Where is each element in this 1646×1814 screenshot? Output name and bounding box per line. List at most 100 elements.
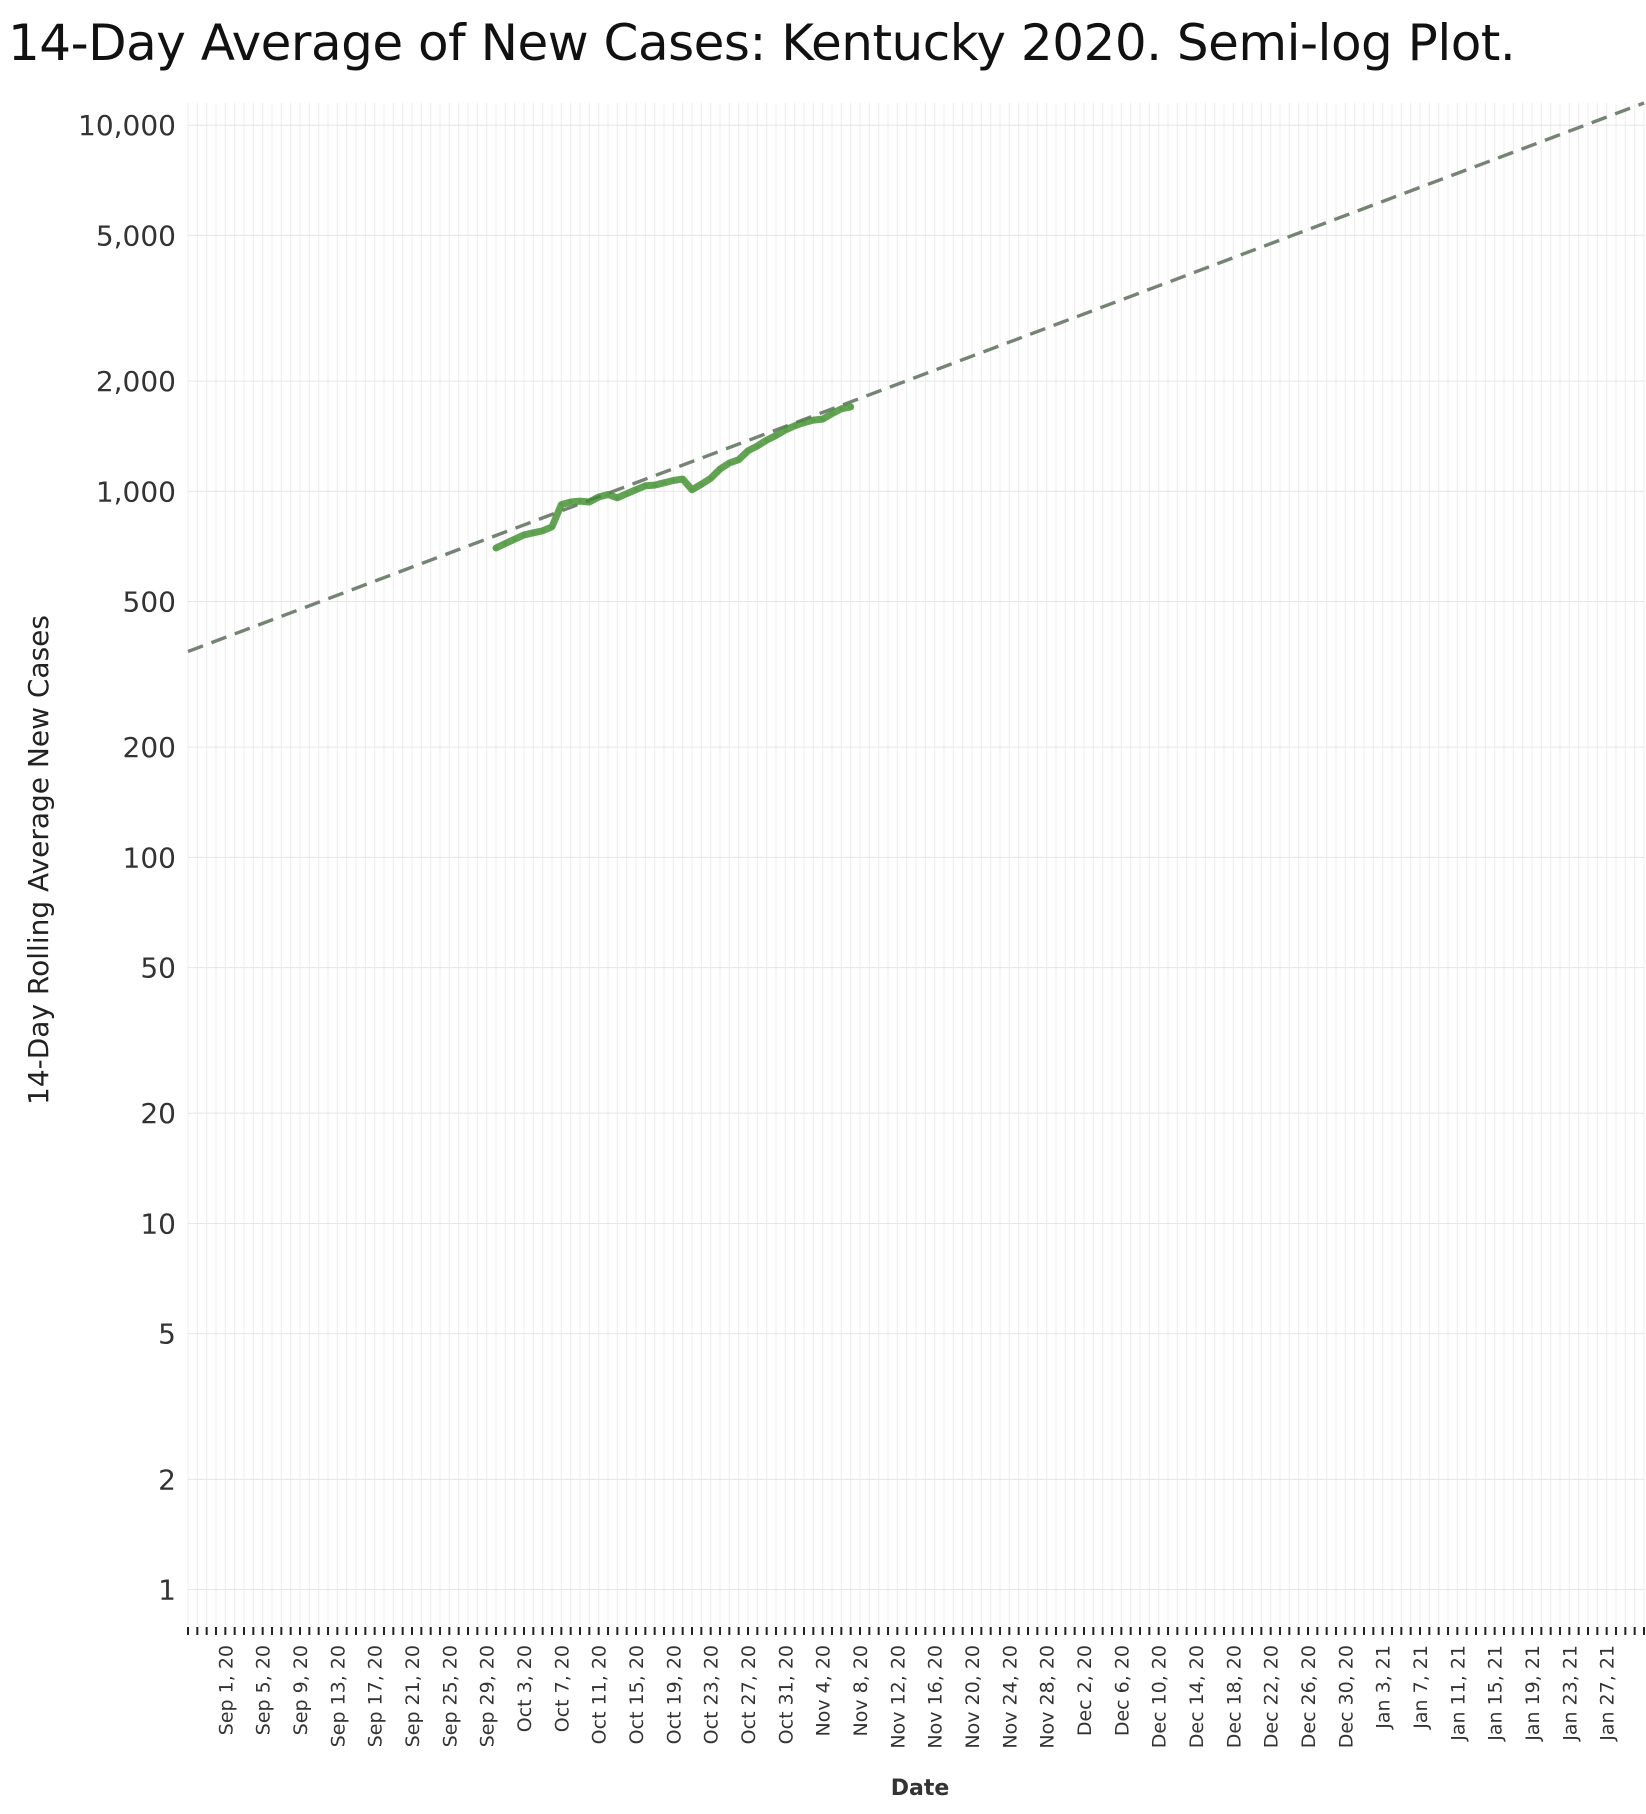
x-tick-label: Sep 17, 20 <box>365 1645 387 1747</box>
x-tick-label: Dec 6, 20 <box>1111 1645 1133 1736</box>
x-tick-label: Oct 27, 20 <box>738 1645 760 1744</box>
data-point <box>680 476 685 482</box>
x-tick-label: Sep 25, 20 <box>439 1645 461 1747</box>
y-tick-label: 500 <box>123 585 176 618</box>
y-tick-label: 10,000 <box>78 109 176 142</box>
y-tick-label: 1,000 <box>96 475 176 508</box>
data-point <box>717 466 723 472</box>
y-tick-label: 20 <box>140 1097 176 1130</box>
data-point <box>708 476 713 481</box>
x-tick-label: Nov 12, 20 <box>887 1645 909 1749</box>
x-tick-label: Jan 11, 21 <box>1447 1645 1469 1742</box>
x-tick-label: Sep 21, 20 <box>402 1645 424 1747</box>
x-tick-label: Oct 19, 20 <box>663 1645 685 1744</box>
data-point <box>512 536 517 542</box>
y-tick-label: 1 <box>158 1574 176 1607</box>
x-tick-label: Jan 3, 21 <box>1373 1645 1395 1730</box>
data-point <box>727 460 732 466</box>
x-tick-label: Nov 16, 20 <box>925 1645 947 1749</box>
x-tick-label: Dec 30, 20 <box>1335 1645 1357 1748</box>
x-tick-label: Jan 19, 21 <box>1522 1645 1544 1742</box>
y-tick-label: 2,000 <box>96 365 176 398</box>
data-point <box>493 545 499 551</box>
data-point <box>699 482 704 487</box>
data-point <box>615 495 620 500</box>
data-point <box>596 494 601 500</box>
x-tick-label: Oct 7, 20 <box>551 1645 573 1732</box>
x-tick-label: Dec 26, 20 <box>1298 1645 1320 1748</box>
y-axis-title: 14-Day Rolling Average New Cases <box>22 615 55 1105</box>
data-point <box>671 478 676 483</box>
data-point <box>540 528 545 533</box>
data-point <box>633 487 639 492</box>
x-tick-label: Oct 3, 20 <box>514 1645 536 1732</box>
x-tick-label: Dec 22, 20 <box>1261 1645 1283 1748</box>
y-tick-label: 2 <box>158 1463 176 1496</box>
x-tick-label: Nov 20, 20 <box>962 1645 984 1749</box>
data-point <box>839 406 844 412</box>
data-point <box>745 448 751 454</box>
x-tick-label: Sep 9, 20 <box>290 1645 312 1735</box>
data-point <box>643 483 648 489</box>
x-tick-label: Oct 11, 20 <box>589 1645 611 1744</box>
y-tick-label: 5 <box>158 1318 176 1351</box>
y-tick-label: 200 <box>123 731 176 764</box>
data-point <box>661 480 667 485</box>
x-tick-label: Nov 28, 20 <box>1037 1645 1059 1749</box>
data-point <box>848 404 853 410</box>
data-point <box>503 541 508 546</box>
x-axis-title: Date <box>891 1776 950 1801</box>
x-tick-label: Jan 7, 21 <box>1410 1645 1432 1730</box>
x-tick-label: Dec 10, 20 <box>1149 1645 1171 1748</box>
data-point <box>811 417 816 423</box>
x-tick-label: Oct 23, 20 <box>701 1645 723 1744</box>
trend-line <box>187 101 1645 654</box>
data-point <box>521 532 527 538</box>
data-point <box>755 443 760 449</box>
data-point <box>764 437 769 443</box>
x-tick-label: Dec 14, 20 <box>1186 1645 1208 1748</box>
data-point <box>792 423 797 428</box>
series-layer <box>187 101 1645 653</box>
data-point <box>559 502 564 507</box>
data-point <box>605 492 611 497</box>
data-point <box>577 498 583 504</box>
data-point <box>801 420 807 425</box>
data-point <box>652 482 657 488</box>
x-tick-label: Dec 2, 20 <box>1074 1645 1096 1736</box>
grid-layer <box>187 103 1645 1625</box>
y-tick-label: 100 <box>123 841 176 874</box>
x-tick-label: Jan 15, 21 <box>1485 1645 1507 1742</box>
trend-line-layer <box>187 101 1645 654</box>
data-point <box>820 416 825 422</box>
x-tick-label: Jan 23, 21 <box>1559 1645 1581 1742</box>
data-point <box>783 427 788 433</box>
trend-line-overlay <box>187 101 1645 653</box>
data-point <box>587 499 592 505</box>
data-point <box>773 433 779 438</box>
y-tick-label: 50 <box>140 952 176 985</box>
data-point <box>736 457 741 462</box>
x-tick-label: Nov 8, 20 <box>850 1645 872 1736</box>
y-tick-label: 10 <box>140 1207 176 1240</box>
data-point <box>624 491 629 496</box>
axis-layer: 1 2 5 10 20 50 100 200 500 1,000 2,000 5,000 10,000 S… <box>78 109 1645 1749</box>
x-tick-label: Sep 29, 20 <box>477 1645 499 1747</box>
x-tick-label: Nov 24, 20 <box>999 1645 1021 1749</box>
x-tick-label: Sep 1, 20 <box>215 1645 237 1735</box>
x-tick-label: Oct 15, 20 <box>626 1645 648 1744</box>
x-tick-label: Dec 18, 20 <box>1223 1645 1245 1748</box>
y-tick-label: 5,000 <box>96 219 176 252</box>
data-point <box>531 530 536 536</box>
data-point <box>568 499 573 505</box>
data-point <box>689 487 695 492</box>
data-point <box>829 411 835 416</box>
chart-title: 14-Day Average of New Cases: Kentucky 20… <box>8 14 1516 72</box>
x-tick-label: Sep 13, 20 <box>327 1645 349 1747</box>
x-tick-label: Sep 5, 20 <box>253 1645 275 1735</box>
x-tick-label: Nov 4, 20 <box>813 1645 835 1736</box>
x-tick-label: Oct 31, 20 <box>775 1645 797 1744</box>
data-point <box>549 524 555 529</box>
x-tick-label: Jan 27, 21 <box>1597 1645 1619 1742</box>
